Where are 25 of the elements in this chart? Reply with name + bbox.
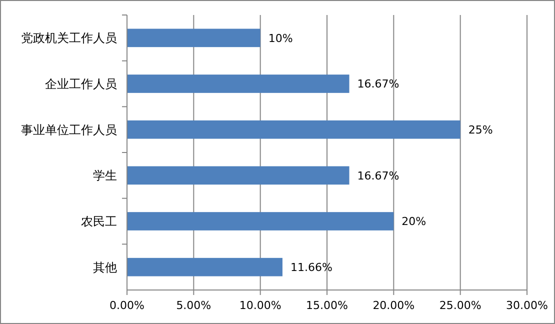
bar	[127, 258, 282, 276]
x-tick-label: 5.00%	[176, 299, 212, 312]
data-label: 10%	[268, 32, 293, 45]
x-tick-label: 10.00%	[239, 299, 282, 312]
y-tick-label: 事业单位工作人员	[21, 122, 117, 137]
data-label: 16.67%	[357, 169, 400, 182]
x-tick-label: 30.00%	[506, 299, 548, 312]
bar	[127, 74, 350, 93]
y-tick-label: 农民工	[81, 214, 117, 228]
x-tick-label: 15.00%	[306, 299, 348, 312]
data-label: 11.66%	[290, 260, 332, 274]
bar	[127, 166, 350, 185]
bar	[127, 28, 260, 48]
bar	[127, 212, 394, 230]
y-tick-label: 企业工作人员	[45, 76, 117, 91]
data-label: 20%	[402, 215, 426, 228]
x-tick-label: 20.00%	[372, 299, 415, 312]
y-tick-label: 其他	[93, 260, 117, 274]
data-label: 16.67%	[357, 78, 400, 91]
bar	[127, 120, 460, 139]
x-tick-label: 25.00%	[439, 299, 482, 312]
y-tick-label: 学生	[93, 168, 117, 183]
y-tick-label: 党政机关工作人员	[21, 31, 117, 46]
x-tick-label: 0.00%	[110, 299, 144, 312]
data-label: 25%	[468, 123, 493, 136]
